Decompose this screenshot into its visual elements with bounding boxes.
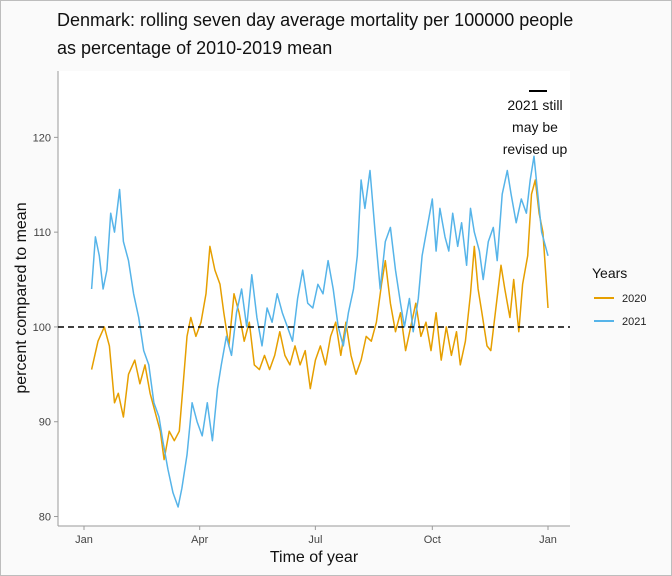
- annotation-line-3: revised up: [503, 141, 568, 157]
- series-line-2021: [90, 155, 549, 508]
- legend-label-2021: 2021: [622, 316, 646, 328]
- legend: Years 2020 2021: [592, 265, 646, 328]
- annotation-line-1: 2021 still: [507, 97, 562, 113]
- plot-panel: [58, 71, 570, 526]
- x-tick-label: Apr: [191, 534, 208, 546]
- y-axis-ticks: 80 90 100 110 120: [33, 132, 58, 524]
- x-axis-ticks: Jan Apr Jul Oct Jan: [75, 526, 557, 546]
- series-lines: [90, 155, 549, 508]
- legend-label-2020: 2020: [622, 293, 646, 305]
- x-tick-label: Oct: [424, 534, 441, 546]
- x-tick-label: Jan: [539, 534, 557, 546]
- chart-title-line-1: Denmark: rolling seven day average morta…: [57, 10, 574, 30]
- chart-title-line-2: as percentage of 2010-2019 mean: [57, 38, 333, 58]
- y-tick-label: 100: [33, 322, 51, 334]
- annotation-line-2: may be: [512, 119, 558, 135]
- legend-title: Years: [592, 265, 627, 281]
- x-tick-label: Jan: [75, 534, 93, 546]
- x-axis-label: Time of year: [270, 549, 359, 566]
- y-tick-label: 110: [33, 227, 51, 239]
- y-tick-label: 120: [33, 132, 51, 144]
- y-axis-label: percent compared to mean: [13, 202, 30, 393]
- x-tick-label: Jul: [308, 534, 322, 546]
- y-tick-label: 90: [39, 417, 51, 429]
- series-line-2020: [90, 179, 549, 461]
- y-tick-label: 80: [39, 512, 51, 524]
